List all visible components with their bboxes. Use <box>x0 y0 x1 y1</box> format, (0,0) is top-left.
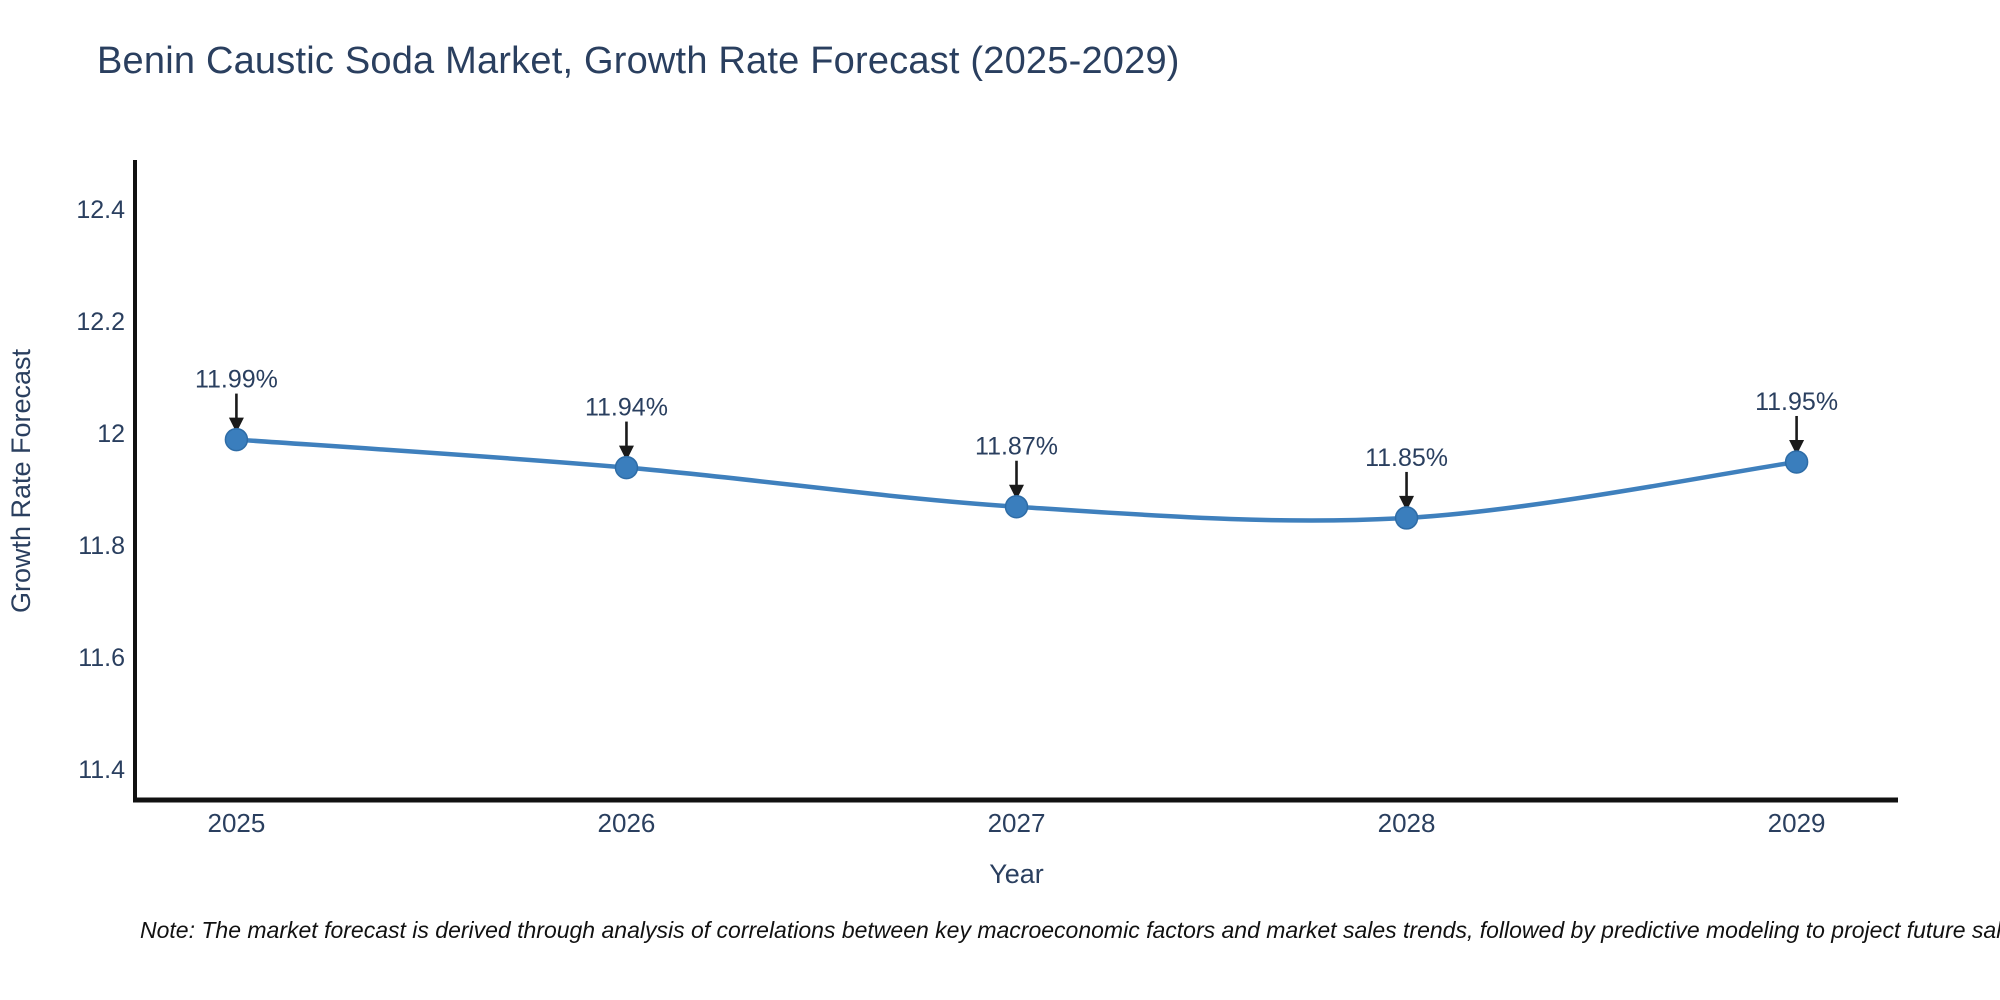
y-tick-label: 11.4 <box>78 756 125 784</box>
data-point-marker <box>1004 494 1029 519</box>
x-tick-label: 2028 <box>1378 808 1436 838</box>
x-tick-label: 2025 <box>207 808 265 838</box>
x-axis-title: Year <box>989 859 1044 889</box>
data-point-marker <box>224 427 249 452</box>
annotation-arrowhead <box>1789 439 1805 455</box>
y-tick-label: 11.6 <box>78 644 125 672</box>
chart-title: Benin Caustic Soda Market, Growth Rate F… <box>97 40 1180 82</box>
annotation-label: 11.85% <box>1365 444 1448 472</box>
annotation-label: 11.99% <box>195 366 278 394</box>
y-tick-label: 12.4 <box>76 196 125 224</box>
x-tick-label: 2027 <box>988 808 1046 838</box>
annotation-arrowhead <box>1399 495 1415 511</box>
annotation-arrowhead <box>228 417 244 433</box>
annotation-arrowhead <box>618 445 634 461</box>
annotation-label: 11.87% <box>975 433 1058 461</box>
y-tick-label: 11.8 <box>78 532 125 560</box>
y-axis-title: Growth Rate Forecast <box>6 348 36 613</box>
x-tick-label: 2029 <box>1768 808 1826 838</box>
annotation-label: 11.94% <box>585 394 668 422</box>
annotation-arrowhead <box>1009 484 1024 500</box>
annotation-label: 11.95% <box>1755 388 1838 416</box>
x-tick-label: 2026 <box>598 808 656 838</box>
footnote: Note: The market forecast is derived thr… <box>140 917 2000 943</box>
data-point-marker <box>1784 450 1809 474</box>
y-tick-label: 12.2 <box>76 308 125 336</box>
data-point-marker <box>614 455 639 480</box>
y-tick-label: 12 <box>97 420 125 448</box>
data-point-marker <box>1394 506 1419 530</box>
